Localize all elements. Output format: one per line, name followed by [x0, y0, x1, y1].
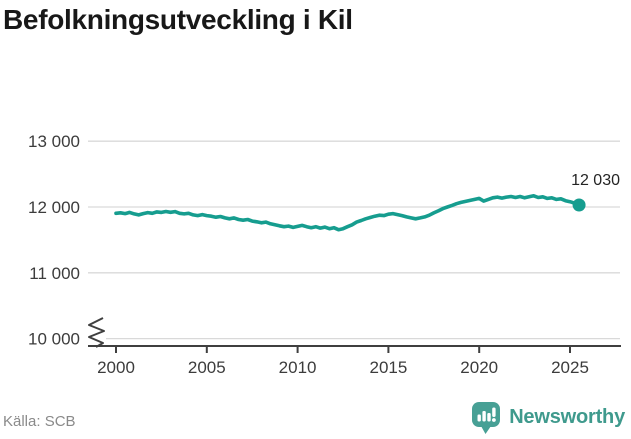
end-value-label: 12 030: [571, 172, 620, 189]
newsworthy-logo: Newsworthy: [470, 400, 625, 435]
x-tick-label: 2020: [460, 358, 498, 377]
end-point-dot: [572, 198, 586, 212]
newsworthy-logo-icon: [472, 402, 501, 434]
x-tick-label: 2015: [369, 358, 407, 377]
source-note: Källa: SCB: [3, 413, 76, 430]
y-tick-label: 10 000: [28, 330, 80, 349]
data-line: [114, 194, 581, 232]
x-tick-label: 2025: [551, 358, 589, 377]
y-tick-label: 13 000: [28, 132, 80, 151]
y-tick-label: 12 000: [28, 198, 80, 217]
x-tick-label: 2005: [188, 358, 226, 377]
page-title: Befolkningsutveckling i Kil: [3, 4, 353, 35]
newsworthy-logo-text: Newsworthy: [509, 406, 625, 428]
x-tick-label: 2010: [279, 358, 317, 377]
x-tick-label: 2000: [97, 358, 135, 377]
y-tick-label: 11 000: [29, 264, 80, 283]
axis-break-icon: [88, 317, 105, 348]
